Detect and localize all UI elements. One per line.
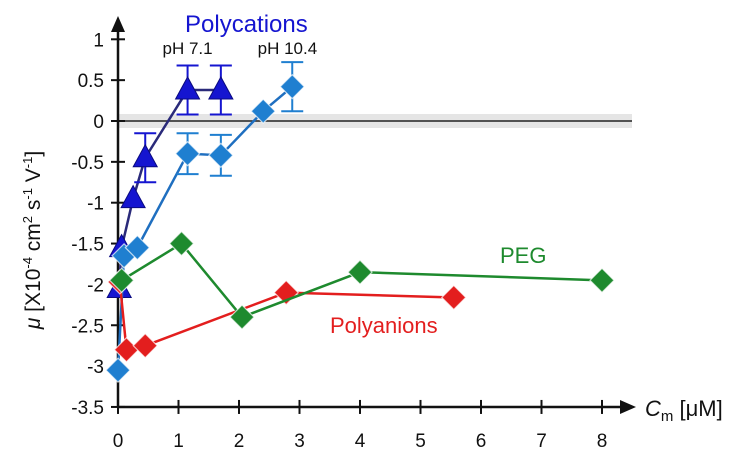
x-tick-label: 6 <box>476 431 487 452</box>
data-point <box>279 73 306 100</box>
series-1 <box>105 61 306 384</box>
data-point <box>208 142 234 169</box>
data-point <box>229 304 255 330</box>
y-axis-label: μ [X10-4 cm2 s-1 V-1] <box>20 151 45 330</box>
y-tick-label: 0.5 <box>78 71 104 92</box>
annotation: pH 7.1 <box>163 39 213 58</box>
y-tick-label: 1 <box>93 30 104 51</box>
series-line <box>116 85 294 371</box>
y-tick-label: -1.5 <box>71 235 104 256</box>
data-point <box>124 234 151 261</box>
axes: -3.5 -3 -2.5 -2 -1.5 -1 -0.5 0 0.5 1 0 1 2 3 4 5 6 7 8 <box>71 16 636 452</box>
y-axis-label-p5: ] <box>22 151 45 157</box>
y-tick-label: -3 <box>87 357 104 378</box>
legend-polycations: Polycations <box>185 11 308 38</box>
data-point <box>168 230 195 257</box>
y-axis-label-e3: -1 <box>20 188 35 200</box>
data-point <box>440 284 467 311</box>
legend-polyanions: Polyanions <box>330 313 438 338</box>
y-tick-label: -1 <box>87 194 104 215</box>
y-axis-label-e4: -1 <box>20 157 35 169</box>
x-axis-label: Cm [μM] <box>645 396 723 425</box>
x-tick-label: 5 <box>415 431 426 452</box>
plot-area: pH 7.1 pH 10.4 <box>105 39 615 384</box>
x-tick-label: 4 <box>355 431 366 452</box>
y-axis-label-e1: -4 <box>20 257 35 269</box>
y-tick-label: -2.5 <box>71 316 104 337</box>
y-axis-label-p2: cm <box>22 223 45 257</box>
x-axis-label-sub: m <box>661 408 674 425</box>
x-axis-label-unit: [μM] <box>673 396 722 421</box>
y-tick-label: -2 <box>87 275 104 296</box>
data-point <box>589 267 615 294</box>
y-tick-label: -3.5 <box>71 398 104 419</box>
data-point <box>108 267 135 294</box>
y-axis-label-p4: V <box>22 168 45 188</box>
data-point <box>347 259 373 285</box>
y-axis-label-e2: 2 <box>20 216 35 223</box>
x-axis-arrow <box>620 399 636 414</box>
data-point <box>208 75 234 100</box>
x-tick-label: 2 <box>234 431 245 452</box>
data-point <box>132 332 159 359</box>
x-tick-label: 8 <box>597 431 608 452</box>
x-tick-label: 1 <box>173 431 184 452</box>
legend-peg: PEG <box>500 243 546 268</box>
x-axis-label-var: C <box>645 396 661 421</box>
y-tick-label: -0.5 <box>71 153 104 174</box>
data-point <box>120 184 146 209</box>
data-point <box>132 143 159 168</box>
series-3 <box>108 230 615 330</box>
y-axis-label-p3: s <box>22 200 45 216</box>
y-axis-label-p1: [X10 <box>22 269 45 318</box>
y-axis-arrow <box>111 16 125 32</box>
data-point <box>250 98 277 125</box>
x-tick-label: 3 <box>294 431 305 452</box>
data-point <box>105 357 131 384</box>
data-point <box>174 75 201 100</box>
x-tick-label: 0 <box>113 431 124 452</box>
x-tick-label: 7 <box>536 431 547 452</box>
y-axis-label-var: μ <box>22 317 45 330</box>
annotation: pH 10.4 <box>258 39 318 58</box>
data-point <box>174 140 201 167</box>
y-tick-label: 0 <box>93 112 104 133</box>
